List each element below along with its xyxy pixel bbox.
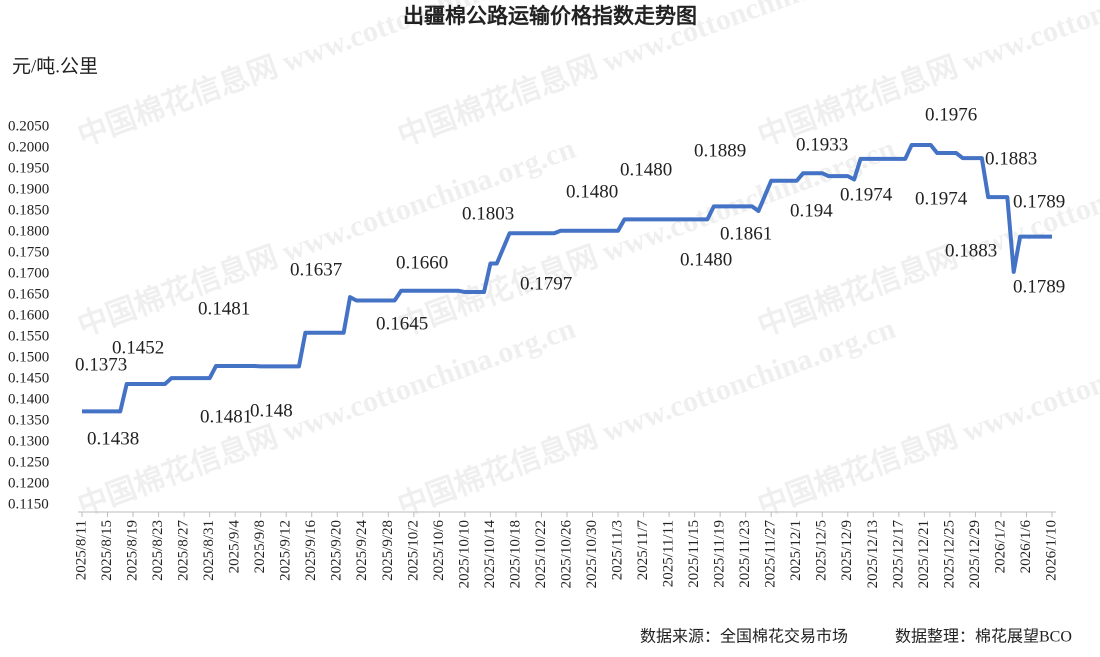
- data-annotation: 0.1480: [620, 159, 672, 180]
- y-tick-label: 0.1300: [8, 433, 49, 449]
- x-tick-label: 2025/12/25: [941, 520, 957, 588]
- x-tick-label: 2025/10/22: [533, 520, 549, 588]
- x-tick-label: 2025/11/7: [635, 520, 651, 581]
- data-annotation: 0.1660: [396, 252, 448, 273]
- x-tick-label: 2026/1/6: [1018, 520, 1034, 574]
- x-tick-label: 2025/9/24: [354, 520, 370, 581]
- chart-title: 出疆棉公路运输价格指数走势图: [403, 4, 697, 28]
- x-tick-label: 2025/12/13: [865, 520, 881, 588]
- data-annotation: 0.1803: [462, 203, 514, 224]
- y-tick-label: 0.1900: [8, 181, 49, 197]
- y-tick-label: 0.1550: [8, 328, 49, 344]
- x-tick-label: 2025/9/8: [252, 520, 268, 573]
- data-annotation: 0.1976: [925, 104, 977, 125]
- data-annotation: 0.1373: [75, 354, 127, 375]
- x-tick-label: 2026/1/10: [1043, 520, 1059, 581]
- x-tick-label: 2025/12/29: [967, 520, 983, 588]
- data-annotation: 0.1861: [720, 223, 772, 244]
- y-tick-label: 0.1400: [8, 391, 49, 407]
- x-tick-label: 2025/11/11: [661, 520, 677, 587]
- x-tick-label: 2025/12/9: [839, 520, 855, 581]
- x-tick-label: 2025/12/1: [788, 520, 804, 581]
- data-annotation: 0.1933: [796, 134, 848, 155]
- data-annotation: 0.1883: [985, 148, 1037, 169]
- watermark: 中国棉花信息网 www.cottonchina.org.cn: [73, 131, 580, 343]
- data-annotation: 0.1645: [376, 313, 428, 334]
- data-annotation: 0.1789: [1013, 276, 1065, 297]
- data-annotation: 0.1438: [87, 428, 139, 449]
- x-tick-label: 2025/12/17: [890, 520, 906, 589]
- y-tick-label: 0.1600: [8, 307, 49, 323]
- watermark: 中国棉花信息网 www.cottonchina.org.cn: [753, 0, 1100, 153]
- data-annotation: 0.1974: [915, 188, 968, 209]
- source-note: 数据来源：全国棉花交易市场: [640, 628, 848, 646]
- y-tick-label: 0.1200: [8, 475, 49, 491]
- data-annotation: 0.194: [790, 200, 833, 221]
- y-tick-label: 0.1650: [8, 286, 49, 302]
- x-tick-label: 2025/9/16: [303, 520, 319, 581]
- data-annotation: 0.1883: [945, 240, 997, 261]
- data-annotation: 0.1789: [1013, 191, 1065, 212]
- x-tick-label: 2025/9/28: [380, 520, 396, 581]
- x-tick-label: 2025/11/23: [737, 520, 753, 588]
- x-tick-label: 2025/9/20: [329, 520, 345, 581]
- y-tick-label: 0.1700: [8, 265, 49, 281]
- x-tick-label: 2025/10/14: [482, 520, 498, 589]
- y-tick-label: 0.1250: [8, 454, 49, 470]
- x-tick-label: 2025/10/6: [431, 520, 447, 581]
- y-tick-label: 0.2000: [8, 139, 49, 155]
- data-annotation: 0.1797: [520, 273, 572, 294]
- y-tick-label: 0.1750: [8, 244, 49, 260]
- x-tick-label: 2025/9/12: [278, 520, 294, 581]
- data-annotation: 0.1452: [112, 337, 164, 358]
- x-tick-label: 2025/8/11: [73, 520, 89, 580]
- x-tick-label: 2025/8/31: [201, 520, 217, 581]
- x-tick-label: 2025/12/21: [916, 520, 932, 588]
- data-annotation: 0.1889: [694, 140, 746, 161]
- x-tick-label: 2025/11/27: [763, 520, 779, 588]
- y-tick-label: 0.1950: [8, 160, 49, 176]
- data-annotation: 0.1974: [840, 184, 893, 205]
- x-tick-label: 2025/9/4: [227, 520, 243, 574]
- x-tick-label: 2025/8/27: [176, 520, 192, 581]
- x-tick-label: 2025/10/26: [558, 520, 574, 589]
- y-tick-label: 0.1350: [8, 412, 49, 428]
- x-tick-label: 2025/10/2: [405, 520, 421, 581]
- data-annotation: 0.1481: [198, 298, 250, 319]
- x-tick-label: 2026/1/2: [992, 520, 1008, 573]
- x-tick-label: 2025/10/10: [456, 520, 472, 588]
- data-annotation: 0.1481: [200, 406, 252, 427]
- x-tick-label: 2025/8/15: [99, 520, 115, 581]
- x-tick-label: 2025/10/18: [507, 520, 523, 588]
- data-annotation: 0.148: [250, 400, 293, 421]
- y-tick-label: 0.1450: [8, 370, 49, 386]
- x-tick-label: 2025/10/30: [584, 520, 600, 588]
- x-tick-label: 2025/12/5: [814, 520, 830, 581]
- data-annotation: 0.1480: [680, 249, 732, 270]
- x-tick-label: 2025/8/19: [124, 520, 140, 581]
- y-tick-label: 0.1150: [8, 496, 49, 512]
- data-annotation: 0.1480: [566, 181, 618, 202]
- compiler-note: 数据整理：棉花展望BCO: [895, 628, 1072, 646]
- data-line: [82, 143, 1052, 414]
- y-tick-label: 0.2050: [8, 118, 49, 134]
- data-annotation: 0.1637: [290, 259, 342, 280]
- y-tick-label: 0.1500: [8, 349, 49, 365]
- x-tick-label: 2025/11/3: [609, 520, 625, 580]
- x-tick-label: 2025/8/23: [150, 520, 166, 581]
- x-tick-label: 2025/11/19: [712, 520, 728, 588]
- x-tick-label: 2025/11/15: [686, 520, 702, 588]
- y-axis-unit: 元/吨.公里: [12, 55, 98, 77]
- y-tick-label: 0.1850: [8, 202, 49, 218]
- y-tick-label: 0.1800: [8, 223, 49, 239]
